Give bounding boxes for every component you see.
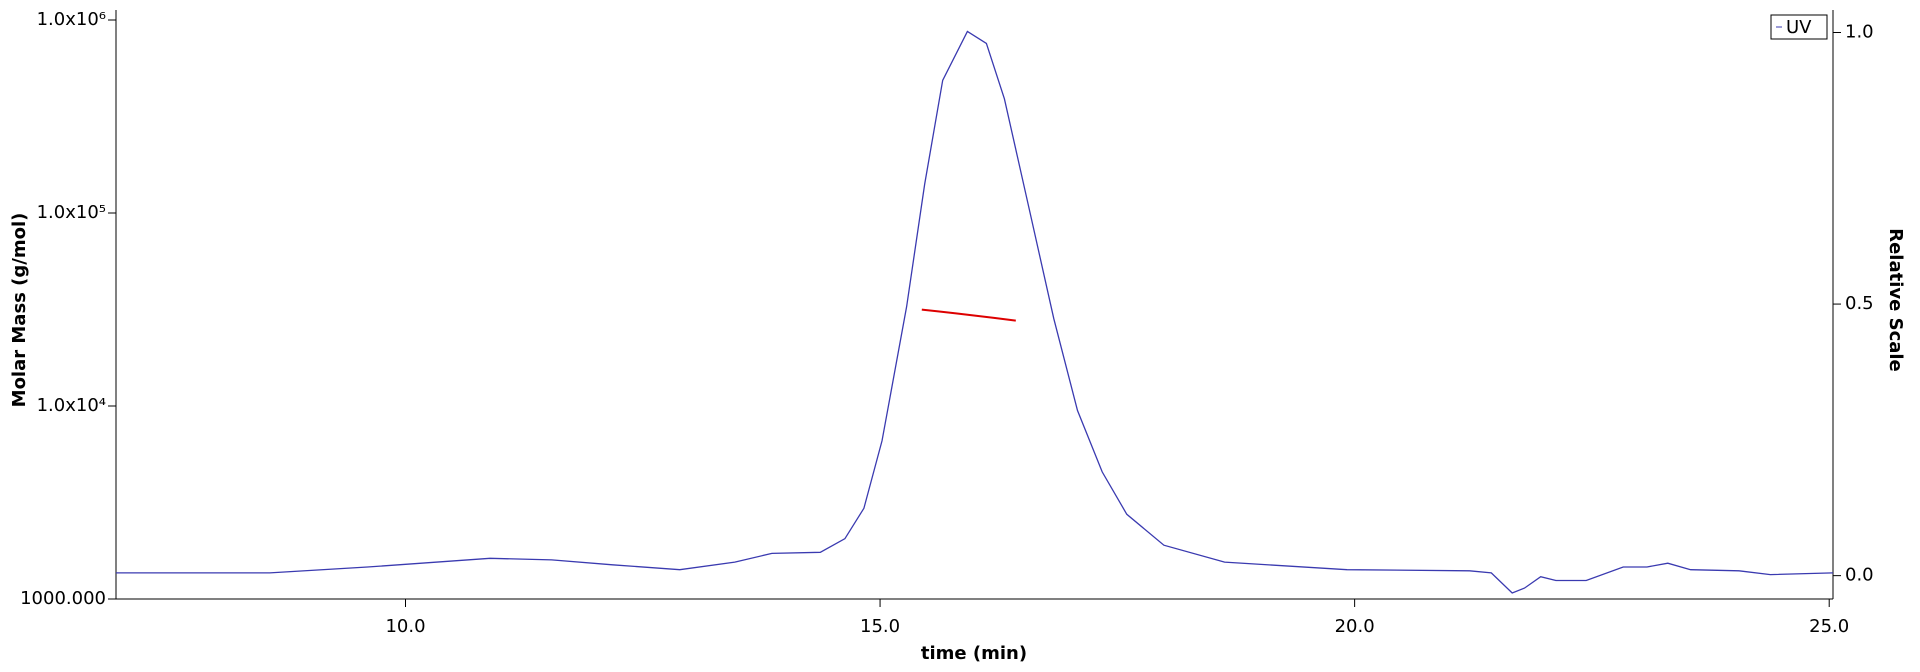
x-tick-label: 20.0	[1335, 616, 1375, 637]
x-tick-label: 15.0	[860, 616, 900, 637]
y2-tick-label: 0.5	[1845, 293, 1874, 314]
x-tick-label: 25.0	[1809, 616, 1849, 637]
series-line	[116, 30, 1834, 594]
series-line	[921, 308, 1016, 322]
y-tick-label: 1.0x10⁵	[37, 202, 106, 223]
y-axis-title: Molar Mass (g/mol)	[9, 213, 30, 408]
y-tick-label: 1000.000	[20, 588, 106, 609]
y2-tick-label: 0.0	[1845, 565, 1874, 586]
x-axis-title: time (min)	[921, 643, 1027, 664]
x-tick-label: 10.0	[385, 616, 425, 637]
y-tick-label: 1.0x10⁶	[37, 9, 106, 30]
legend-label: UV	[1786, 17, 1812, 38]
y2-tick-label: 1.0	[1845, 21, 1874, 42]
y-tick-label: 1.0x10⁴	[37, 395, 106, 416]
y2-axis-title: Relative Scale	[1885, 228, 1906, 372]
